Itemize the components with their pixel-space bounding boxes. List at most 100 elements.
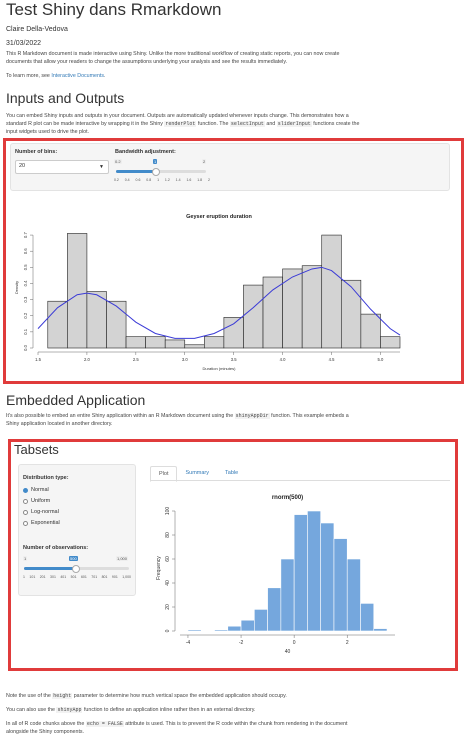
bandwidth-tick-label: 1.8 [197, 178, 203, 182]
embedded-line-1a: It's also possible to embed an entire Sh… [6, 413, 235, 419]
histogram-bar [106, 300, 127, 349]
bandwidth-slider-fill [116, 170, 156, 173]
tabsets-sidebar-panel: Distribution type: Normal Uniform Log-no… [18, 464, 136, 596]
x-tick-label: 3.5 [231, 357, 237, 362]
observations-value-tag: 500 [69, 556, 78, 561]
highlight-frame-tabsets [8, 439, 458, 671]
radio-exponential[interactable]: Exponential [23, 520, 60, 526]
radio-label: Log-normal [31, 509, 59, 515]
bandwidth-min-tag: 0.2 [114, 159, 122, 164]
geyser-histogram-chart: Geyser eruption duration 1.5 2.0 2.5 3.0 3.5 4… [14, 214, 401, 371]
inputs-line-2a: standard R plot can be made interactive … [6, 121, 165, 127]
inputs-line-1: You can embed Shiny inputs and outputs i… [6, 113, 349, 119]
histogram-bar [346, 558, 361, 632]
histogram-bar [240, 619, 255, 632]
bins-label: Number of bins: [15, 149, 58, 155]
inputs-line-2c: and [264, 121, 277, 127]
bandwidth-slider-handle[interactable] [152, 168, 160, 176]
inputs-line-3: input widgets used to drive the plot. [6, 129, 90, 135]
observations-slider-handle[interactable] [72, 565, 80, 573]
radio-normal[interactable]: Normal [23, 487, 49, 493]
histogram-bar [243, 284, 264, 349]
y-tick-label: 0 [165, 629, 171, 632]
code-echo: echo = FALSE [85, 721, 124, 727]
bandwidth-tick-label: 1.6 [186, 178, 192, 182]
code-shinyappdir: shinyAppDir [234, 413, 270, 419]
bandwidth-tick-label: 0.4 [124, 178, 130, 182]
radio-log-normal[interactable]: Log-normal [23, 509, 59, 515]
histogram-bar [214, 629, 229, 632]
bins-select[interactable]: 20 ▼ [15, 160, 109, 174]
inputs-line-2: standard R plot can be made interactive … [6, 120, 464, 128]
code-shinyapp: shinyApp [56, 707, 83, 713]
bandwidth-tick-label: 2 [207, 178, 210, 182]
histogram-bar [86, 291, 107, 349]
bandwidth-tick-label: 1.2 [164, 178, 170, 182]
observations-label: Number of observations: [23, 545, 89, 551]
histogram-bar [164, 339, 186, 349]
bandwidth-tick-label: 0.8 [146, 178, 152, 182]
learn-more-suffix: . [104, 73, 106, 79]
footer-line-2: You can also use the shinyApp function t… [6, 706, 464, 714]
inputs-line-2b: function. The [196, 121, 230, 127]
intro-paragraph: This R Markdown document is made interac… [6, 50, 464, 66]
histogram-bar [223, 317, 244, 349]
x-tick-label: 1.5 [35, 357, 41, 362]
y-tick-label: 100 [165, 507, 171, 516]
interactive-documents-link[interactable]: Interactive Documents [51, 73, 105, 79]
footer-line-2b: function to define an application inline… [82, 707, 256, 713]
histogram-bar [262, 276, 283, 349]
y-tick-label: 80 [165, 532, 171, 538]
histogram-bar [380, 336, 401, 349]
observations-tick-label: 801 [101, 575, 108, 579]
radio-button [23, 487, 28, 493]
chart-title: rnorm(500) [272, 495, 303, 501]
code-renderplot: renderPlot [164, 121, 197, 127]
date: 31/03/2022 [6, 40, 42, 47]
histogram-bar [307, 510, 321, 632]
histogram-bar [145, 336, 166, 349]
code-sliderinput: sliderInput [276, 121, 312, 127]
observations-tick-label: 701 [91, 575, 98, 579]
y-tick-label: 0.7 [23, 231, 28, 237]
y-tick-label: 40 [165, 580, 171, 586]
chart-title: Geyser eruption duration [186, 214, 252, 220]
histogram-bar [373, 628, 388, 632]
histogram-bar [360, 313, 381, 349]
inputs-panel: Number of bins: 20 ▼ Bandwidth adjustmen… [10, 143, 450, 191]
bandwidth-tick-label: 1.4 [175, 178, 181, 182]
histogram-bar [282, 268, 303, 349]
radio-uniform[interactable]: Uniform [23, 498, 50, 504]
histogram-bar [254, 609, 268, 632]
bandwidth-tick-label: 1 [157, 178, 160, 182]
footer-paragraph-3: In all of R code chunks above the echo =… [6, 720, 464, 736]
distribution-label: Distribution type: [23, 475, 69, 481]
x-tick-label: 4.0 [280, 357, 286, 362]
tab-summary[interactable]: Summary [185, 470, 210, 476]
radio-button [23, 509, 28, 515]
y-tick-label: 0.2 [23, 312, 28, 318]
x-tick-label: 2.5 [133, 357, 139, 362]
footer-line-3: In all of R code chunks above the echo =… [6, 720, 464, 728]
bandwidth-tick-label: 0.2 [114, 178, 119, 182]
tab-divider [150, 480, 450, 481]
observations-ticks: 1 101 201 301 401 501 601 701 801 901 1,000 [23, 575, 131, 579]
observations-max-tag: 1,000 [116, 556, 129, 561]
tab-plot[interactable]: Plot [150, 466, 178, 482]
observations-tick-label: 1,000 [122, 575, 131, 579]
tab-table[interactable]: Table [225, 470, 239, 476]
tabsets-heading: Tabsets [14, 442, 59, 457]
histogram-bar [301, 265, 323, 349]
y-tick-label: 0.5 [23, 264, 28, 270]
x-tick-label: 0 [293, 640, 296, 646]
footer-line-4: alongside the Shiny components. [6, 729, 85, 735]
histogram-bar [280, 558, 295, 632]
bandwidth-value-tag: 1 [153, 159, 158, 164]
observations-tick-label: 101 [29, 575, 36, 579]
bandwidth-slider-track[interactable] [116, 170, 206, 173]
observations-tick-label: 501 [70, 575, 77, 579]
x-tick-label: -2 [239, 640, 244, 646]
bandwidth-ticks: 0.2 0.4 0.6 0.8 1 1.2 1.4 1.6 1.8 2 [114, 178, 210, 182]
x-tick-label: 3.0 [182, 357, 188, 362]
intro-line-2: documents that allow your readers to cha… [6, 59, 288, 65]
